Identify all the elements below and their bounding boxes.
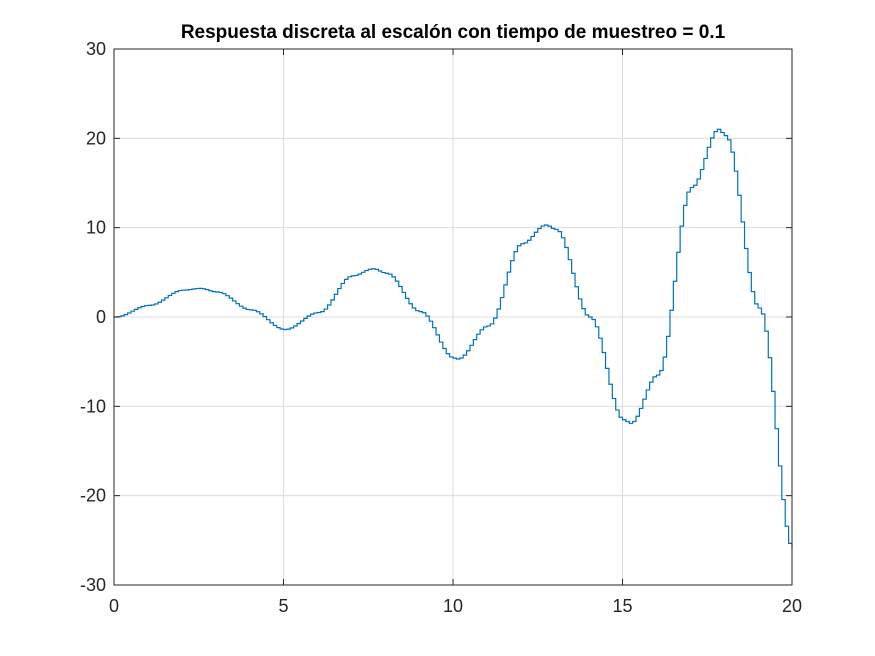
y-tick-label: 20 [86, 128, 106, 148]
step-response-series [114, 128, 793, 550]
y-tick-labels: -30 -20 -10 0 10 20 30 [80, 39, 106, 595]
x-tick-label: 20 [782, 596, 802, 616]
tick-marks [113, 48, 793, 586]
x-tick-labels: 0 5 10 15 20 [109, 596, 802, 616]
grid-overlay [114, 49, 792, 585]
y-tick-label: -20 [80, 486, 106, 506]
y-tick-label: -30 [80, 575, 106, 595]
x-tick-label: 15 [612, 596, 632, 616]
chart-title: Respuesta discreta al escalón con tiempo… [181, 22, 726, 43]
x-tick-label: 10 [443, 596, 463, 616]
y-tick-label: 0 [96, 307, 106, 327]
x-tick-label: 0 [109, 596, 119, 616]
y-tick-label: -10 [80, 396, 106, 416]
y-tick-label: 10 [86, 218, 106, 238]
x-tick-label: 5 [278, 596, 288, 616]
y-tick-label: 30 [86, 39, 106, 59]
